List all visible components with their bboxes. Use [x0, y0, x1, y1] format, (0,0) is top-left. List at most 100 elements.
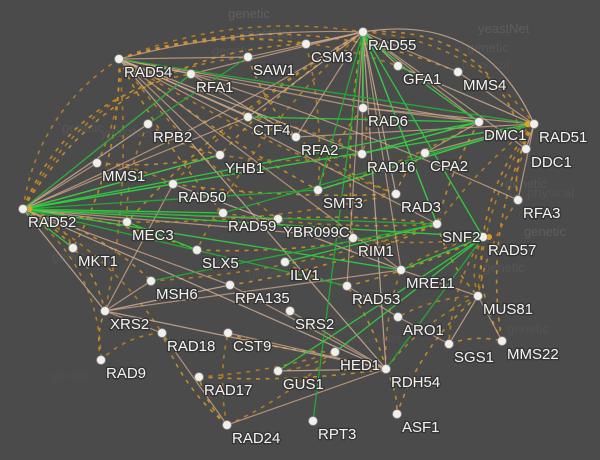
gene-node-RAD52[interactable]	[18, 204, 28, 214]
gene-label-RPA135: RPA135	[235, 290, 290, 307]
gene-label-RFA3: RFA3	[523, 205, 561, 222]
gene-node-RFA3[interactable]	[513, 195, 523, 205]
physical-edge	[22, 208, 354, 239]
genetic-edge	[219, 31, 364, 156]
gene-label-MMS22: MMS22	[507, 346, 559, 363]
gene-node-MMS1[interactable]	[92, 158, 102, 168]
gene-node-RPA135[interactable]	[225, 280, 235, 290]
coexpression-edge	[334, 236, 484, 353]
gene-label-RAD18: RAD18	[167, 338, 215, 355]
genetic-edge	[473, 236, 484, 297]
coexpression-edge	[22, 121, 480, 210]
gene-node-RAD18[interactable]	[157, 328, 167, 338]
gene-label-RAD51: RAD51	[539, 129, 587, 146]
gene-node-DMC1[interactable]	[474, 117, 484, 127]
physical-edge	[104, 284, 231, 312]
gene-node-RAD9[interactable]	[96, 355, 106, 365]
gene-node-RAD50[interactable]	[168, 179, 178, 189]
gene-node-MMS4[interactable]	[453, 67, 463, 77]
gene-label-ARO1: ARO1	[403, 322, 444, 339]
physical-edge	[22, 123, 149, 210]
genetic-edge	[100, 332, 163, 361]
physical-edge	[22, 116, 249, 210]
gene-node-RPT3[interactable]	[308, 416, 318, 426]
gene-node-SLX5[interactable]	[192, 245, 202, 255]
coexpression-edge	[147, 56, 249, 125]
gene-label-RAD16: RAD16	[367, 159, 415, 176]
gene-node-ARO1[interactable]	[393, 312, 403, 322]
gene-node-SGS1[interactable]	[444, 339, 454, 349]
genetic-edge	[196, 31, 364, 251]
gene-node-HED1[interactable]	[330, 347, 340, 357]
gene-node-RAD53[interactable]	[342, 281, 352, 291]
watermark-text: physical	[462, 57, 509, 72]
physical-edge	[104, 310, 163, 334]
gene-node-RAD6[interactable]	[358, 103, 368, 113]
genetic-edge	[362, 30, 527, 150]
gene-node-CPA2[interactable]	[420, 148, 430, 158]
gene-node-DDC1[interactable]	[521, 144, 531, 154]
gene-node-XRS2[interactable]	[100, 306, 110, 316]
genetic-edge	[126, 193, 397, 223]
gene-node-GFA1[interactable]	[393, 61, 403, 71]
gene-node-CST9[interactable]	[223, 328, 233, 338]
gene-node-RAD17[interactable]	[194, 372, 204, 382]
gene-label-GFA1: GFA1	[403, 71, 441, 88]
gene-node-SNF2[interactable]	[432, 219, 442, 229]
gene-label-RAD9: RAD9	[106, 365, 146, 382]
genetic-edge	[118, 33, 459, 73]
gene-node-MMS22[interactable]	[497, 336, 507, 346]
gene-node-MKT1[interactable]	[68, 243, 78, 253]
gene-node-MEC3[interactable]	[122, 217, 132, 227]
gene-label-GUS1: GUS1	[283, 376, 324, 393]
gene-node-RFA2[interactable]	[291, 132, 301, 142]
physical-edge	[362, 107, 480, 123]
gene-node-CSM3[interactable]	[301, 39, 311, 49]
genetic-edge	[219, 153, 363, 162]
genetic-edge	[22, 208, 74, 249]
gene-node-RPB2[interactable]	[143, 119, 153, 129]
gene-node-RAD24[interactable]	[222, 420, 232, 430]
gene-node-RAD3[interactable]	[391, 189, 401, 199]
gene-node-RIM1[interactable]	[348, 233, 358, 243]
physical-edge	[22, 208, 387, 370]
physical-edge	[362, 28, 535, 125]
gene-node-RAD55[interactable]	[358, 27, 368, 37]
genetic-edge	[96, 162, 174, 185]
physical-edge	[362, 31, 402, 271]
genetic-edge	[198, 368, 387, 380]
gene-label-RIM1: RIM1	[358, 243, 394, 260]
gene-node-CTF4[interactable]	[243, 112, 253, 122]
gene-node-RAD54[interactable]	[114, 54, 124, 64]
gene-node-MRE11[interactable]	[396, 265, 406, 275]
genetic-edge	[22, 73, 192, 210]
gene-node-YHB1[interactable]	[215, 150, 225, 160]
gene-node-SMT3[interactable]	[313, 185, 323, 195]
gene-node-RDH54[interactable]	[381, 364, 391, 374]
gene-node-SRS2[interactable]	[285, 306, 295, 316]
genetic-edge	[277, 351, 336, 372]
gene-node-RAD57[interactable]	[478, 232, 488, 242]
gene-node-RAD51[interactable]	[529, 119, 539, 129]
gene-node-RAD16[interactable]	[357, 149, 367, 159]
genetic-edge	[448, 337, 503, 345]
genetic-edge	[198, 351, 336, 378]
gene-node-ILV1[interactable]	[280, 257, 290, 267]
gene-node-MSH6[interactable]	[146, 276, 156, 286]
gene-node-SAW1[interactable]	[243, 52, 253, 62]
gene-label-RAD55: RAD55	[368, 37, 416, 54]
physical-edge	[104, 310, 387, 370]
gene-label-RAD57: RAD57	[488, 242, 536, 259]
gene-label-RPB2: RPB2	[153, 129, 192, 146]
gene-node-RFA1[interactable]	[186, 69, 196, 79]
gene-node-ASF1[interactable]	[392, 409, 402, 419]
physical-edge	[457, 71, 535, 125]
gene-node-RAD59[interactable]	[218, 208, 228, 218]
gene-node-MUS81[interactable]	[473, 291, 483, 301]
gene-label-RFA1: RFA1	[196, 79, 234, 96]
watermark-text: genetic	[467, 40, 509, 55]
gene-node-GUS1[interactable]	[273, 366, 283, 376]
gene-node-YBR099C[interactable]	[273, 214, 283, 224]
